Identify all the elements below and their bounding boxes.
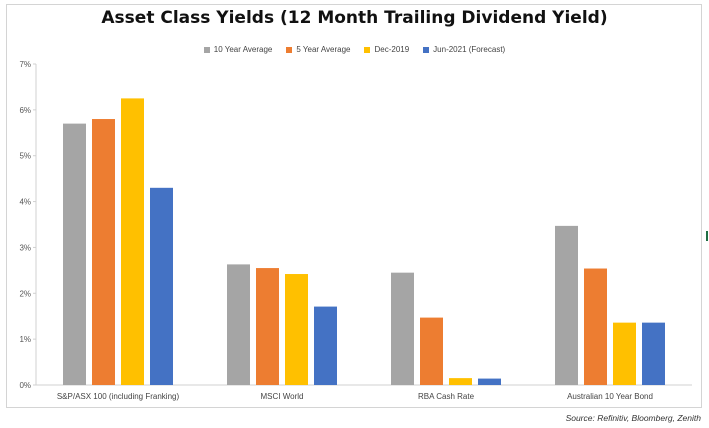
source-note: Source: Refinitiv, Bloomberg, Zenith bbox=[565, 413, 701, 423]
bar bbox=[449, 378, 472, 385]
x-tick-label: MSCI World bbox=[261, 392, 304, 401]
legend-item: 5 Year Average bbox=[286, 45, 350, 54]
chart-legend: 10 Year Average 5 Year Average Dec-2019 Jun… bbox=[0, 45, 709, 54]
y-tick-label: 2% bbox=[19, 289, 31, 298]
bar bbox=[92, 119, 115, 386]
bar bbox=[121, 98, 144, 386]
legend-label: 10 Year Average bbox=[213, 45, 273, 54]
legend-swatch bbox=[286, 46, 293, 53]
legend-swatch bbox=[423, 46, 430, 53]
legend-swatch bbox=[203, 46, 210, 53]
y-tick-label: 5% bbox=[19, 152, 31, 161]
legend-swatch bbox=[364, 46, 371, 53]
bar bbox=[420, 317, 443, 385]
bar bbox=[391, 272, 414, 385]
legend-item: Jun-2021 (Forecast) bbox=[423, 45, 505, 54]
legend-item: 10 Year Average bbox=[203, 45, 273, 54]
y-tick-label: 3% bbox=[19, 243, 31, 252]
legend-item: Dec-2019 bbox=[364, 45, 409, 54]
bar bbox=[63, 123, 86, 385]
y-tick-label: 6% bbox=[19, 106, 31, 115]
y-tick-label: 1% bbox=[19, 335, 31, 344]
legend-label: Jun-2021 (Forecast) bbox=[433, 45, 506, 54]
y-tick-label: 4% bbox=[19, 198, 31, 207]
x-tick-label: S&P/ASX 100 (including Franking) bbox=[57, 392, 180, 401]
chart-title: Asset Class Yields (12 Month Trailing Di… bbox=[101, 8, 608, 28]
x-tick-label: RBA Cash Rate bbox=[418, 392, 475, 401]
bar bbox=[285, 274, 308, 385]
x-tick-label: Australian 10 Year Bond bbox=[567, 392, 653, 401]
edge-marker bbox=[706, 231, 708, 241]
y-tick-label: 7% bbox=[19, 60, 31, 69]
bar bbox=[256, 268, 279, 385]
bar bbox=[478, 378, 501, 385]
bar bbox=[642, 322, 665, 385]
bar bbox=[555, 225, 578, 385]
bar bbox=[584, 268, 607, 385]
bar bbox=[227, 264, 250, 385]
bar bbox=[613, 322, 636, 385]
bar bbox=[314, 306, 337, 385]
legend-label: Dec-2019 bbox=[374, 45, 410, 54]
legend-label: 5 Year Average bbox=[296, 45, 351, 54]
y-tick-label: 0% bbox=[19, 381, 31, 390]
bar bbox=[150, 187, 173, 385]
